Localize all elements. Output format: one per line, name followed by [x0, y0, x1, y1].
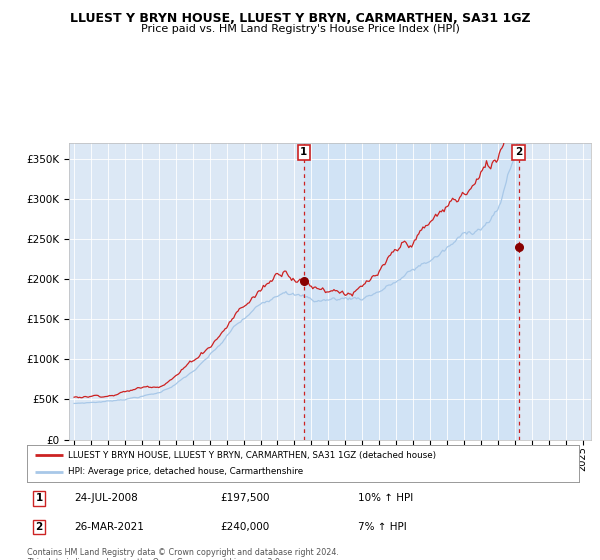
Text: 1: 1: [35, 493, 43, 503]
Text: LLUEST Y BRYN HOUSE, LLUEST Y BRYN, CARMARTHEN, SA31 1GZ: LLUEST Y BRYN HOUSE, LLUEST Y BRYN, CARM…: [70, 12, 530, 25]
Bar: [304, 143, 518, 440]
Text: 7% ↑ HPI: 7% ↑ HPI: [358, 522, 407, 531]
Text: 10% ↑ HPI: 10% ↑ HPI: [358, 493, 413, 503]
Text: 24-JUL-2008: 24-JUL-2008: [74, 493, 137, 503]
Text: Price paid vs. HM Land Registry's House Price Index (HPI): Price paid vs. HM Land Registry's House …: [140, 24, 460, 34]
Text: Contains HM Land Registry data © Crown copyright and database right 2024.
This d: Contains HM Land Registry data © Crown c…: [27, 548, 339, 560]
Text: 1: 1: [300, 147, 308, 157]
Text: HPI: Average price, detached house, Carmarthenshire: HPI: Average price, detached house, Carm…: [68, 467, 304, 476]
Text: 2: 2: [515, 147, 522, 157]
Text: 26-MAR-2021: 26-MAR-2021: [74, 522, 144, 531]
Text: £240,000: £240,000: [220, 522, 269, 531]
Text: £197,500: £197,500: [220, 493, 270, 503]
Text: 2: 2: [35, 522, 43, 531]
Text: LLUEST Y BRYN HOUSE, LLUEST Y BRYN, CARMARTHEN, SA31 1GZ (detached house): LLUEST Y BRYN HOUSE, LLUEST Y BRYN, CARM…: [68, 451, 437, 460]
